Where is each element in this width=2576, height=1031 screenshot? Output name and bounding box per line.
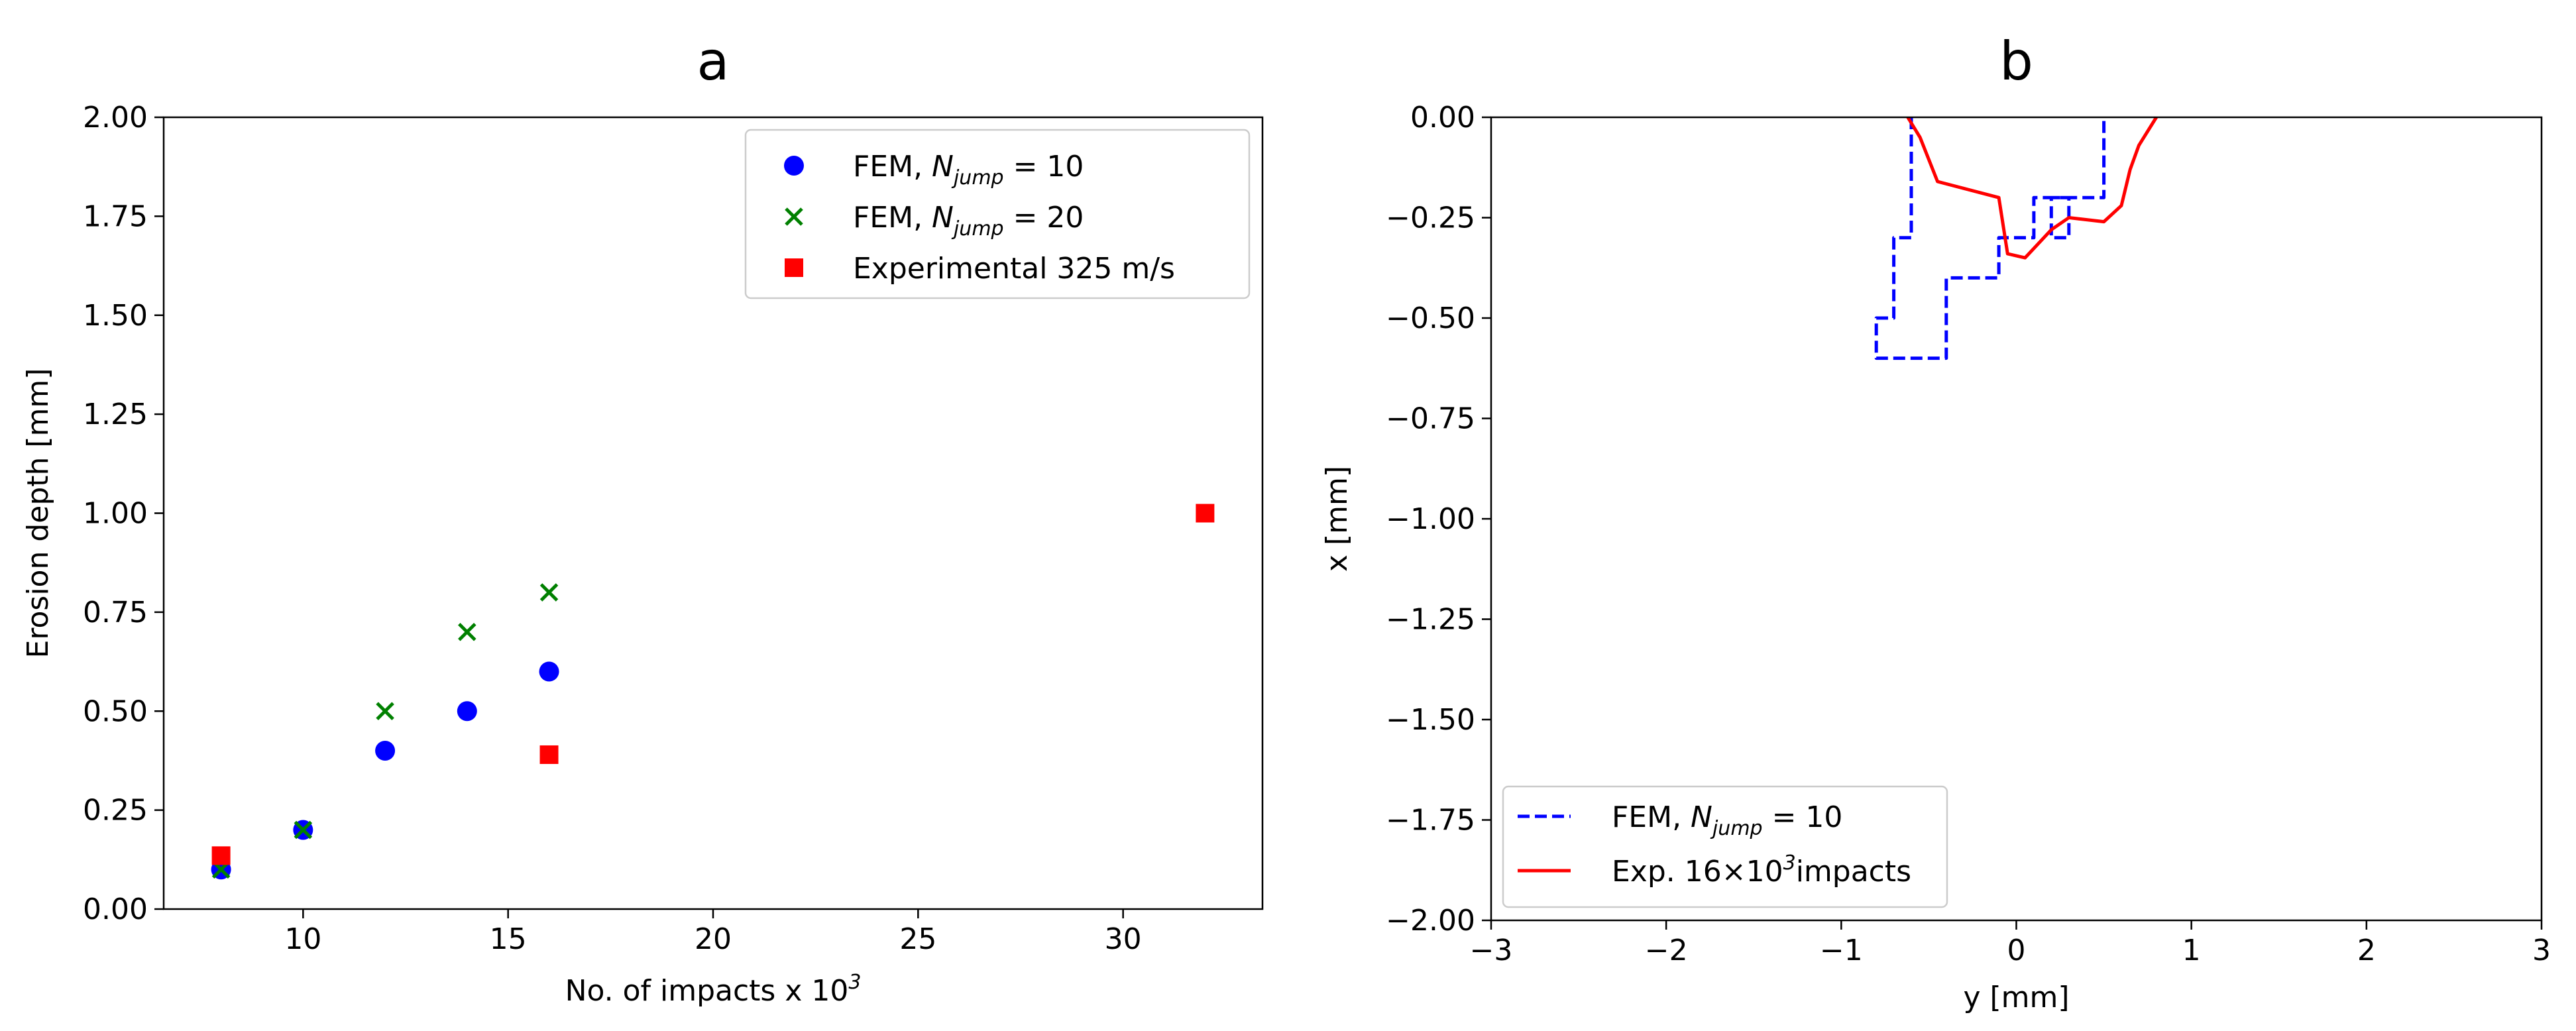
legend-label: Exp. 16×103impacts: [1612, 851, 1911, 889]
x-tick-label: 20: [695, 922, 732, 956]
x-marker-stroke: [376, 702, 394, 721]
legend-label-value: = 20: [1004, 201, 1084, 235]
y-tick-label: 0.25: [83, 794, 148, 828]
legend-box: [744, 129, 1251, 299]
x-marker-stroke: [785, 207, 803, 226]
x-tick-label: 15: [490, 922, 527, 956]
chart-title: b: [1999, 30, 2033, 92]
x-marker-stroke: [294, 820, 313, 840]
x-marker-stroke: [458, 622, 476, 641]
legend-label: FEM, Njump = 10: [1612, 800, 1842, 840]
x-tick-label: −1: [1820, 934, 1863, 967]
legend-label-symbol: N: [932, 150, 954, 184]
data-point: [539, 583, 559, 602]
x-axis-label-superscript: 3: [848, 971, 861, 994]
x-tick-label: 3: [2532, 934, 2551, 967]
y-tick-label: 0.00: [1410, 101, 1475, 135]
legend-label-subscript: jump: [951, 166, 1004, 190]
legend-label-symbol: N: [932, 201, 954, 235]
y-axis-label: Erosion depth [mm]: [21, 368, 55, 659]
data-point: [375, 741, 396, 761]
x-tick-label: −3: [1470, 934, 1513, 967]
data-point: [376, 702, 394, 721]
legend-label-text: Experimental 325 m/s: [853, 252, 1175, 286]
legend-label: Experimental 325 m/s: [853, 252, 1175, 286]
y-tick-label: −1.00: [1386, 502, 1475, 536]
legend-label-prefix: FEM,: [853, 150, 932, 184]
legend-label-prefix: FEM,: [853, 201, 932, 235]
data-point: [1196, 504, 1215, 523]
legend-label-superscript: 3: [1783, 851, 1796, 875]
y-tick-label: 1.00: [83, 497, 148, 531]
x-axis-label: y [mm]: [1963, 981, 2069, 1014]
legend-label: FEM, Njump = 10: [853, 150, 1084, 190]
y-tick-label: 1.50: [83, 299, 148, 333]
y-tick-label: −1.25: [1386, 603, 1475, 637]
y-tick-label: 0.00: [83, 893, 148, 926]
legend-box: [1502, 785, 1948, 908]
x-tick-label: 1: [2182, 934, 2201, 967]
panel-a: a 10 15 20 25 30 0.00 0.25 0.50 0.75 1.00 1.25 1.50 1…: [21, 30, 1264, 1008]
x-tick-label: 10: [284, 922, 321, 956]
data-point: [457, 701, 477, 722]
y-tick-label: 1.75: [83, 199, 148, 233]
x-axis-label: No. of impacts x 103: [565, 971, 862, 1008]
y-tick-label: −0.25: [1386, 201, 1475, 235]
x-tick-label: 25: [899, 922, 936, 956]
x-axis-label-text: No. of impacts x 10: [565, 974, 849, 1008]
legend-label-suffix: impacts: [1796, 855, 1911, 889]
chart-title: a: [697, 30, 729, 92]
x-tick-label: 0: [2007, 934, 2026, 967]
legend-label-prefix: Exp. 16×10: [1612, 855, 1783, 889]
y-tick-label: 1.25: [83, 398, 148, 431]
data-point: [539, 745, 559, 764]
data-point: [539, 661, 559, 682]
y-tick-label: −1.75: [1386, 804, 1475, 838]
y-tick-label: 0.50: [83, 694, 148, 728]
legend-marker: [785, 258, 803, 277]
y-tick-label: −0.75: [1386, 402, 1475, 436]
legend: FEM, Njump = 10 Exp. 16×103impacts: [1502, 785, 1948, 908]
legend-label-prefix: FEM,: [1612, 800, 1691, 834]
series-line: [1906, 116, 2158, 260]
y-tick-label: −1.50: [1386, 703, 1475, 737]
legend-marker: [785, 207, 803, 226]
y-axis-label: x [mm]: [1320, 466, 1354, 572]
legend-label-subscript: jump: [1710, 817, 1763, 840]
legend-label-value: = 10: [1004, 150, 1084, 184]
x-tick-label: 2: [2357, 934, 2376, 967]
legend-marker: [784, 156, 804, 176]
legend-label-value: = 10: [1763, 800, 1843, 834]
y-tick-label: −0.50: [1386, 301, 1475, 335]
legend-label: FEM, Njump = 20: [853, 201, 1084, 241]
legend-label-subscript: jump: [951, 217, 1004, 241]
data-point: [211, 846, 231, 865]
y-tick-label: 0.75: [83, 596, 148, 629]
x-tick-label: −2: [1645, 934, 1688, 967]
y-tick-label: −2.00: [1386, 904, 1475, 938]
x-marker-stroke: [539, 583, 559, 602]
y-tick-label: 2.00: [83, 101, 148, 135]
data-point: [458, 622, 476, 641]
legend-label-symbol: N: [1691, 800, 1712, 834]
x-tick-label: 30: [1105, 922, 1142, 956]
series-line: [1874, 117, 2106, 360]
panel-b: b −3 −2 −1 0 1 2 3 −2.00 −1.75 −1.50 −1.25 −1.00 −0.7…: [1320, 30, 2551, 1014]
data-point: [294, 820, 313, 840]
